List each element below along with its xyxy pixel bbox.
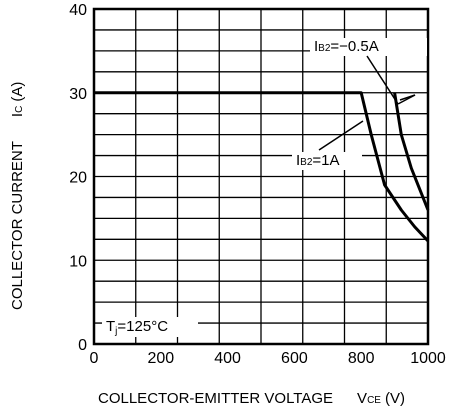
series-label-minus-0-5a: IB2=−0.5A: [314, 38, 379, 55]
condition-label-bg: [102, 317, 198, 337]
y-tick-label: 0: [78, 337, 87, 354]
series-line-1: [94, 91, 430, 243]
series-label-leader-1a: [318, 120, 364, 151]
x-tick-label: 1000: [410, 350, 446, 367]
series-label-bg-minus-0-5a: [310, 38, 427, 56]
series-layer: [94, 91, 430, 243]
y-tick-label: 10: [69, 253, 87, 270]
x-tick-label: 600: [281, 350, 308, 367]
tick-labels: 0 200 400 600 800 1000 0 10 20 30 40: [69, 2, 446, 367]
series-label-bg-1a: [292, 152, 362, 170]
series-label-leader-minus-0-5a: [366, 55, 416, 105]
series-label-1a: IB2=1A: [296, 152, 340, 169]
x-tick-label: 0: [90, 350, 99, 367]
y-tick-label: 40: [69, 2, 87, 19]
y-tick-label: 20: [69, 170, 87, 187]
plot-frame: [92, 7, 430, 346]
y-tick-label: 30: [69, 86, 87, 103]
leader-segment: [366, 55, 399, 105]
x-tick-label: 800: [348, 350, 375, 367]
leader-segment: [399, 94, 416, 101]
x-tick-label: 400: [214, 350, 241, 367]
condition-label: Tj=125°C: [106, 318, 168, 337]
grid: [94, 9, 428, 344]
x-tick-label: 200: [147, 350, 174, 367]
x-axis-title: COLLECTOR-EMITTER VOLTAGE VCE (V): [98, 390, 405, 407]
series-line-2: [393, 92, 430, 211]
y-axis-title: COLLECTOR CURRENTIC(A): [9, 82, 26, 310]
